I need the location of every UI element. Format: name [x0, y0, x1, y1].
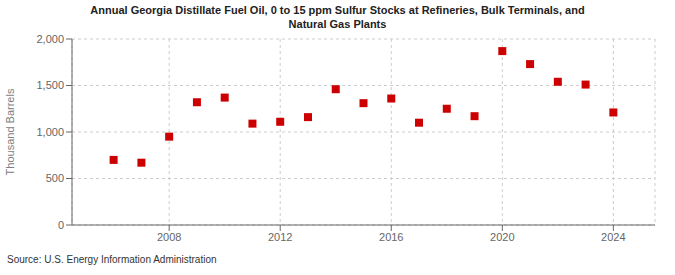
- svg-text:0: 0: [58, 219, 64, 231]
- svg-text:2020: 2020: [490, 231, 514, 243]
- html-text:Annual Georgia Distillate Fuel: Annual Georgia Distillate Fuel Oil, 0 to…: [90, 4, 585, 16]
- svg-text:500: 500: [46, 172, 64, 184]
- html-text:Natural Gas Plants: Natural Gas Plants: [288, 18, 387, 30]
- svg-text:1,000: 1,000: [36, 126, 64, 138]
- html-text:Source: U.S. Energy Informatio: Source: U.S. Energy Information Administ…: [7, 254, 217, 265]
- svg-text:1,500: 1,500: [36, 79, 64, 91]
- svg-text:Thousand Barrels: Thousand Barrels: [8, 88, 16, 175]
- svg-text:2008: 2008: [157, 231, 181, 243]
- svg-text:2,000: 2,000: [36, 33, 64, 45]
- svg-text:2016: 2016: [379, 231, 403, 243]
- svg-text:2012: 2012: [268, 231, 292, 243]
- svg-text:2024: 2024: [601, 231, 625, 243]
